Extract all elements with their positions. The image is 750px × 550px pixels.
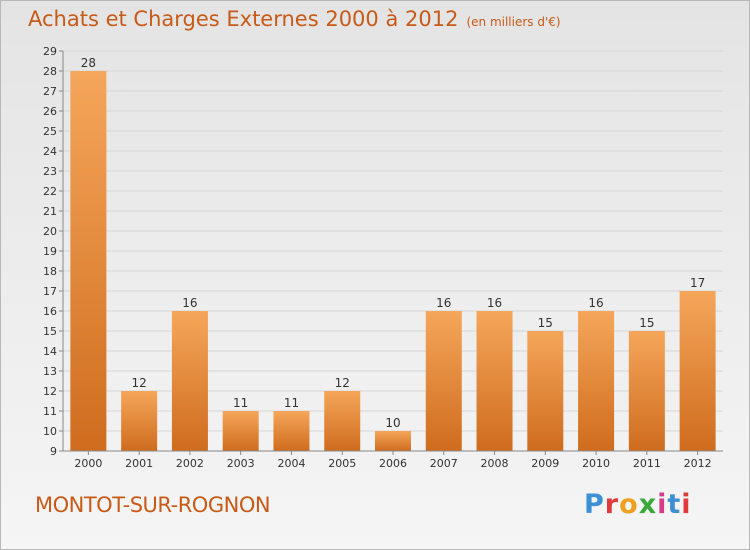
y-tick-label: 9 xyxy=(50,445,57,458)
x-tick-label: 2000 xyxy=(74,457,102,470)
chart-title: Achats et Charges Externes 2000 à 2012 (e… xyxy=(28,7,561,31)
logo-letter: o xyxy=(619,489,639,520)
data-label: 11 xyxy=(233,396,248,410)
x-tick-label: 2012 xyxy=(684,457,712,470)
y-tick-label: 11 xyxy=(43,405,57,418)
x-tick-label: 2001 xyxy=(125,457,153,470)
y-tick-label: 16 xyxy=(43,305,57,318)
y-tick-label: 18 xyxy=(43,265,57,278)
bar-2007 xyxy=(425,311,462,451)
x-tick-label: 2010 xyxy=(582,457,610,470)
bar-2012 xyxy=(679,291,716,451)
x-tick-label: 2008 xyxy=(481,457,509,470)
y-tick-label: 23 xyxy=(43,165,57,178)
x-tick-label: 2003 xyxy=(227,457,255,470)
x-axis-ticks: 2000 2001 2002 2003 2004 2005 2006 2007 2008 2009… xyxy=(74,451,712,470)
data-label: 15 xyxy=(538,316,553,330)
data-label: 15 xyxy=(639,316,654,330)
bar-2003 xyxy=(222,411,259,451)
bar-2004 xyxy=(273,411,310,451)
logo-letter: P xyxy=(584,489,605,520)
data-label: 16 xyxy=(182,296,197,310)
data-label: 17 xyxy=(690,276,705,290)
commune-name: MONTOT-SUR-ROGNON xyxy=(35,493,271,517)
data-label: 28 xyxy=(81,56,96,70)
bar-2006 xyxy=(375,431,411,451)
x-tick-label: 2011 xyxy=(633,457,661,470)
y-tick-label: 21 xyxy=(43,205,57,218)
data-label: 16 xyxy=(588,296,603,310)
bar-2005 xyxy=(324,391,361,451)
title-text: Achats et Charges Externes 2000 à 2012 xyxy=(28,7,459,31)
y-tick-label: 26 xyxy=(43,105,57,118)
gridlines xyxy=(63,50,723,452)
logo-letter: t xyxy=(667,489,682,520)
y-tick-label: 20 xyxy=(43,225,57,238)
y-tick-label: 15 xyxy=(43,325,57,338)
bar-2000 xyxy=(70,71,107,451)
y-tick-label: 19 xyxy=(43,245,57,258)
logo-letter: r xyxy=(604,489,620,520)
y-tick-label: 14 xyxy=(43,345,57,358)
bar-2001 xyxy=(121,391,158,451)
y-tick-label: 12 xyxy=(43,385,57,398)
data-label: 16 xyxy=(436,296,451,310)
y-tick-label: 25 xyxy=(43,125,57,138)
y-tick-label: 28 xyxy=(43,65,57,78)
bar-2002 xyxy=(171,311,208,451)
x-tick-label: 2009 xyxy=(531,457,559,470)
logo-letter: i xyxy=(657,489,668,520)
y-tick-label: 24 xyxy=(43,145,57,158)
bar-2010 xyxy=(578,311,615,451)
y-tick-label: 10 xyxy=(43,425,57,438)
bar-2011 xyxy=(628,331,665,451)
x-tick-label: 2007 xyxy=(430,457,458,470)
x-tick-label: 2005 xyxy=(328,457,356,470)
y-tick-label: 29 xyxy=(43,45,57,58)
y-tick-label: 22 xyxy=(43,185,57,198)
data-label: 16 xyxy=(487,296,502,310)
x-tick-label: 2004 xyxy=(277,457,305,470)
data-label: 12 xyxy=(335,376,350,390)
x-tick-label: 2002 xyxy=(176,457,204,470)
y-tick-label: 13 xyxy=(43,365,57,378)
bar-2008 xyxy=(476,311,513,451)
x-tick-label: 2006 xyxy=(379,457,407,470)
logo-letter: x xyxy=(638,489,658,520)
unit-subtitle: (en milliers d'€) xyxy=(466,15,561,29)
proxiti-logo[interactable]: Proxiti xyxy=(584,489,692,520)
data-label: 10 xyxy=(385,416,400,430)
y-tick-label: 17 xyxy=(43,285,57,298)
bar-2009 xyxy=(527,331,564,451)
bars: 28 12 16 11 11 12 10 16 16 15 16 15 17 xyxy=(70,56,716,451)
data-label: 12 xyxy=(132,376,147,390)
data-label: 11 xyxy=(284,396,299,410)
logo-letter: i xyxy=(681,489,692,520)
y-axis-ticks: 9 10 11 12 13 14 15 16 17 18 19 20 21 22 23 24 25 26 27 28 2… xyxy=(43,45,63,458)
y-tick-label: 27 xyxy=(43,85,57,98)
